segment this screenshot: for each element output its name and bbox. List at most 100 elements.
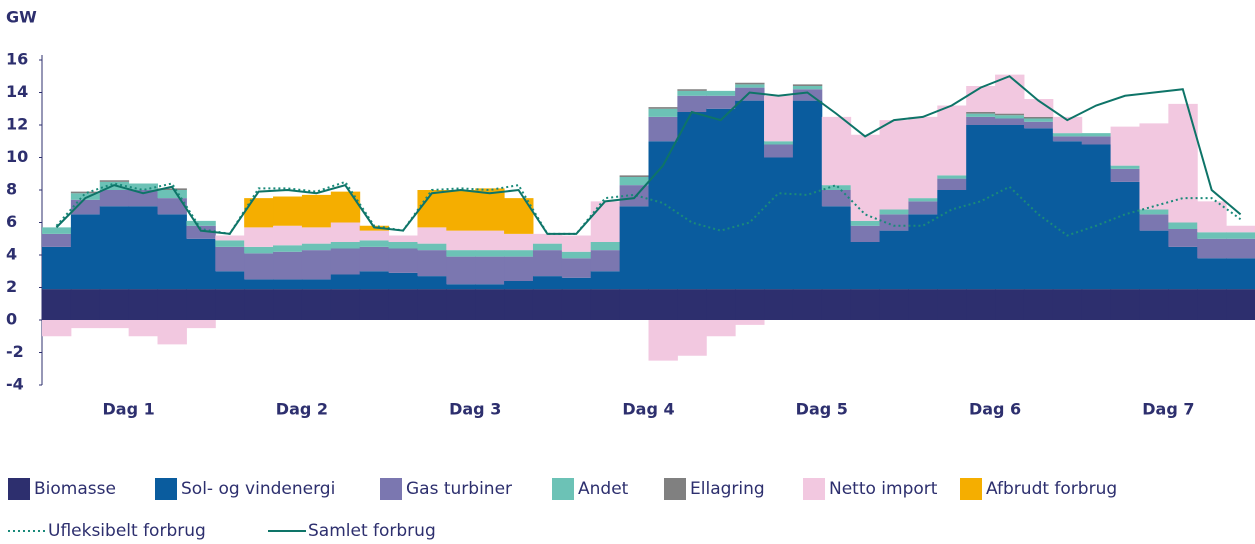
- bar-segment: [388, 272, 418, 290]
- bar-segment: [301, 194, 332, 228]
- bar-segment: [1081, 133, 1112, 137]
- bar-segment: [908, 214, 938, 290]
- bar-segment: [388, 235, 418, 242]
- bar-segment: [561, 251, 592, 259]
- bar-segment: [908, 198, 938, 202]
- bar-segment: [359, 240, 390, 247]
- bar-segment: [648, 289, 678, 320]
- bar-segment: [1226, 238, 1255, 259]
- legend-swatch: [664, 478, 686, 500]
- bar-segment: [908, 289, 938, 320]
- bar-segment: [792, 100, 823, 290]
- bar-segment: [1197, 289, 1227, 320]
- bar-segment: [273, 289, 303, 320]
- legend-label: Andet: [578, 479, 629, 499]
- legend-label: Gas turbiner: [406, 479, 512, 499]
- bar-segment: [446, 284, 476, 290]
- bar-segment: [1168, 103, 1198, 223]
- bar-segment: [186, 238, 216, 290]
- bar-segment: [70, 320, 101, 329]
- bar-segment: [532, 250, 563, 277]
- bar-segment: [330, 248, 361, 275]
- bar-segment: [850, 225, 881, 242]
- bar-segment: [475, 289, 505, 320]
- bar-segment: [70, 289, 101, 320]
- bar-segment: [1023, 99, 1054, 117]
- bar-segment: [735, 84, 765, 88]
- bar-segment: [417, 276, 447, 290]
- x-tick-label: Dag 7: [1142, 400, 1194, 419]
- bar-segment: [42, 227, 72, 234]
- bar-segment: [1197, 258, 1227, 290]
- bar-segment: [619, 185, 649, 207]
- bar-segment: [359, 289, 390, 320]
- bar-segment: [995, 115, 1025, 119]
- bar-segment: [792, 89, 823, 101]
- bar-segment: [908, 116, 938, 199]
- bar-segment: [504, 198, 534, 234]
- bar-segment: [186, 289, 216, 320]
- bar-segment: [1168, 229, 1198, 247]
- bar-segment: [590, 271, 621, 290]
- bar-segment: [128, 190, 159, 207]
- bar-segment: [677, 112, 707, 290]
- bar-segment: [99, 320, 130, 329]
- bar-segment: [937, 175, 967, 179]
- bar-segment: [1023, 128, 1054, 290]
- bar-segment: [1052, 133, 1083, 137]
- bar-segment: [215, 240, 245, 247]
- bar-segment: [706, 95, 736, 109]
- bar-segment: [1226, 225, 1255, 233]
- bar-segment: [504, 233, 534, 251]
- legend-label: Samlet forbrug: [308, 521, 436, 541]
- bar-segment: [70, 193, 101, 200]
- bar-segment: [764, 289, 794, 320]
- legend-label: Sol- og vindenergi: [181, 479, 335, 499]
- bar-segment: [186, 320, 216, 329]
- bar-segment: [475, 188, 505, 231]
- bar-segment: [821, 289, 852, 320]
- bar-segment: [359, 246, 390, 272]
- bar-segment: [1023, 289, 1054, 320]
- bar-segment: [70, 191, 101, 194]
- bar-segment: [42, 289, 72, 320]
- bar-segment: [937, 190, 967, 290]
- bar-segment: [1052, 289, 1083, 320]
- bar-segment: [850, 289, 881, 320]
- bar-segment: [417, 227, 447, 244]
- legend-label: Ufleksibelt forbrug: [48, 521, 206, 541]
- y-axis-label: GW: [6, 8, 37, 27]
- bar-segment: [966, 112, 996, 114]
- bar-segment: [850, 134, 881, 221]
- legend-swatch: [552, 478, 574, 500]
- bar-segment: [1110, 289, 1140, 320]
- bar-segment: [1052, 136, 1083, 142]
- bar-segment: [735, 82, 765, 85]
- y-tick-label: 16: [6, 50, 28, 69]
- bar-segment: [186, 220, 216, 226]
- bar-segment: [1052, 141, 1083, 290]
- legend-swatch: [803, 478, 825, 500]
- bar-segment: [186, 225, 216, 239]
- bar-segment: [128, 206, 159, 290]
- bar-segment: [330, 242, 361, 249]
- bar-segment: [1139, 123, 1169, 210]
- bar-segment: [879, 120, 909, 210]
- bar-segment: [417, 190, 447, 228]
- legend-swatch: [960, 478, 982, 500]
- x-tick-label: Dag 4: [622, 400, 674, 419]
- legend-label: Biomasse: [34, 479, 116, 499]
- bar-segment: [446, 289, 476, 320]
- bar-segment: [1139, 209, 1169, 215]
- bar-segment: [417, 243, 447, 251]
- bar-segment: [301, 289, 332, 320]
- y-tick-label: -2: [6, 342, 24, 361]
- bar-segment: [417, 250, 447, 277]
- bar-segment: [504, 250, 534, 257]
- bar-segment: [706, 108, 736, 290]
- bar-segment: [301, 243, 332, 251]
- bar-segment: [157, 289, 187, 320]
- bar-segment: [244, 289, 274, 320]
- bar-segment: [677, 320, 707, 356]
